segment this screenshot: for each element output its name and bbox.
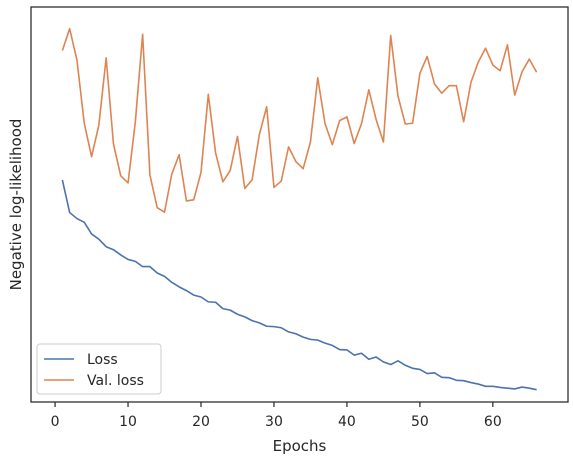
- series-line-val-loss: [61, 27, 538, 213]
- legend-label-val-loss: Val. loss: [87, 373, 144, 389]
- series-line-loss: [61, 179, 537, 391]
- legend-box: [36, 343, 162, 395]
- x-tick-label: 40: [338, 414, 356, 430]
- y-axis-label: Negative log-likelihood: [7, 119, 25, 291]
- legend-label-loss: Loss: [87, 352, 118, 368]
- x-axis-ticks: 0 10 20 30 40 50 60: [51, 402, 502, 430]
- series-layer: [61, 27, 538, 391]
- x-tick-label: 10: [119, 414, 137, 430]
- x-tick-label: 0: [51, 414, 60, 430]
- legend: Loss Val. loss: [36, 343, 162, 395]
- x-tick-label: 20: [192, 414, 210, 430]
- x-tick-label: 50: [411, 414, 429, 430]
- x-axis-label: Epochs: [273, 437, 327, 455]
- plot-frame: [30, 6, 569, 403]
- x-tick-label: 30: [265, 414, 283, 430]
- x-tick-label: 60: [484, 414, 502, 430]
